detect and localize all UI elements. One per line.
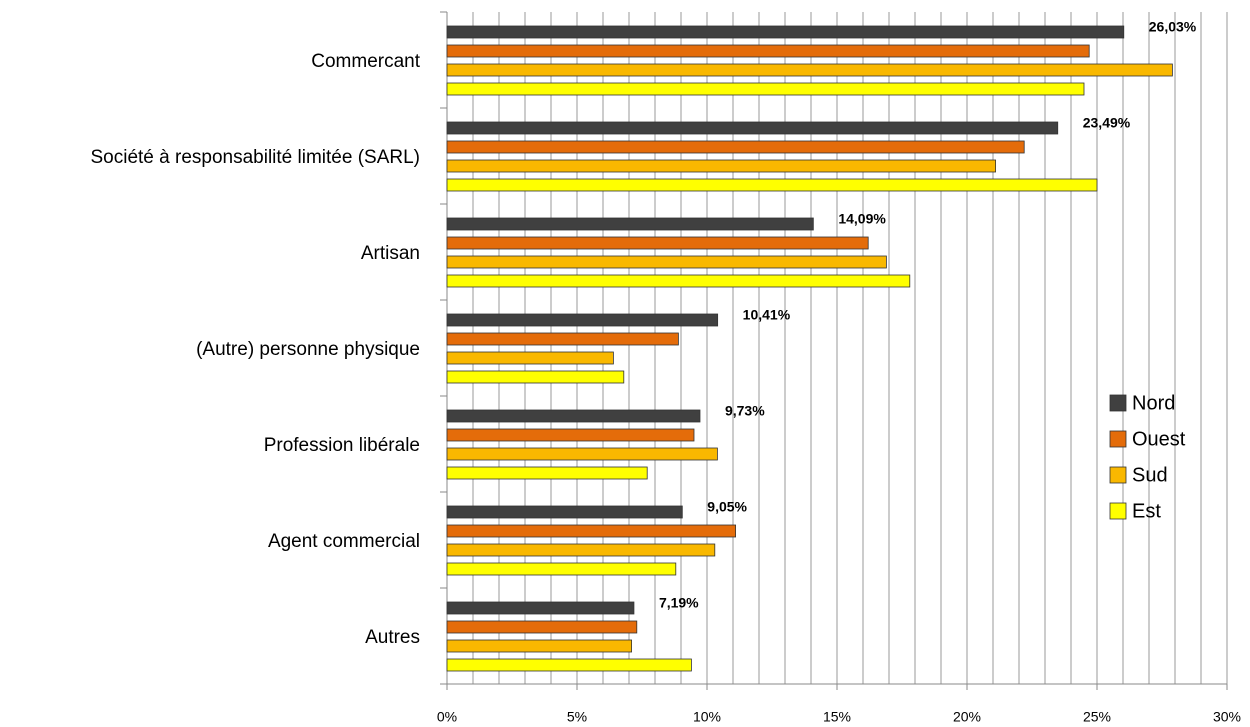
data-label: 14,09% (838, 211, 886, 227)
bar (446, 82, 1085, 96)
legend-label: Est (1132, 500, 1161, 522)
x-tick-label: 25% (1083, 709, 1111, 725)
data-label: 7,19% (659, 595, 699, 611)
bar (446, 63, 1173, 77)
bar (446, 658, 692, 672)
legend-label: Nord (1132, 392, 1175, 414)
bar (446, 409, 701, 423)
bar (446, 370, 625, 384)
category-label: Agent commercial (268, 531, 420, 552)
bar (446, 217, 814, 231)
bar (446, 601, 635, 615)
bar (446, 639, 633, 653)
data-label: 10,41% (743, 307, 791, 323)
bar (446, 543, 716, 557)
bar (446, 466, 648, 480)
bar (446, 351, 614, 365)
x-tick-label: 20% (953, 709, 981, 725)
x-tick-label: 10% (693, 709, 721, 725)
bar (446, 236, 869, 250)
bar (446, 447, 718, 461)
x-tick-label: 15% (823, 709, 851, 725)
bar (446, 44, 1090, 58)
bar (446, 25, 1125, 39)
x-tick-label: 0% (437, 709, 457, 725)
x-tick-label: 5% (567, 709, 587, 725)
category-label: (Autre) personne physique (196, 339, 420, 360)
x-tick-label: 30% (1213, 709, 1241, 725)
category-label: Autres (365, 627, 420, 648)
data-label: 23,49% (1083, 115, 1131, 131)
category-label: Artisan (361, 243, 420, 264)
bar (446, 505, 683, 519)
bar (446, 562, 677, 576)
bar (446, 524, 737, 538)
bar (446, 620, 638, 634)
category-label: Société à responsabilité limitée (SARL) (91, 147, 421, 168)
bar (446, 159, 996, 173)
legend-label: Ouest (1132, 428, 1186, 450)
data-label: 9,05% (707, 499, 747, 515)
legend-swatch (1109, 430, 1127, 448)
bar (446, 121, 1059, 135)
bar (446, 313, 719, 327)
legend-label: Sud (1132, 464, 1168, 486)
data-label: 26,03% (1149, 19, 1197, 35)
data-label: 9,73% (725, 403, 765, 419)
bar (446, 255, 887, 269)
category-label: Commercant (311, 51, 420, 72)
bar (446, 332, 679, 346)
bar (446, 178, 1098, 192)
legend-swatch (1109, 394, 1127, 412)
bar (446, 274, 911, 288)
legend-swatch (1109, 502, 1127, 520)
legend-swatch (1109, 466, 1127, 484)
bar (446, 428, 695, 442)
bar (446, 140, 1025, 154)
category-label: Profession libérale (264, 435, 420, 456)
